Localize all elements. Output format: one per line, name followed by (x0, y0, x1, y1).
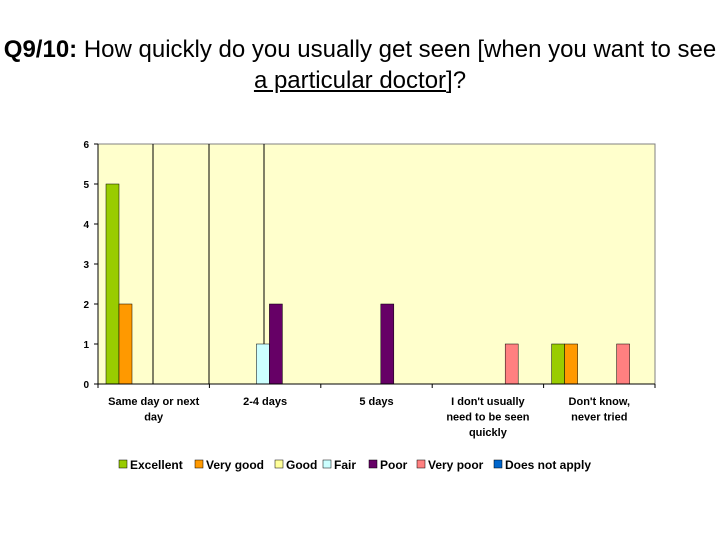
legend-swatch (118, 459, 128, 469)
legend-swatch (493, 459, 503, 469)
y-tick-label: 3 (83, 260, 89, 271)
bar (256, 343, 270, 385)
y-tick-label: 0 (83, 380, 89, 391)
legend-label: Fair (334, 458, 356, 472)
legend-label: Excellent (130, 458, 183, 472)
y-tick-label: 4 (83, 220, 89, 231)
legend-swatch (322, 459, 332, 469)
legend-label: Very poor (428, 458, 484, 472)
legend-label: Does not apply (505, 458, 591, 472)
chart-title: Q9/10: How quickly do you usually get se… (0, 34, 720, 96)
title-prefix: Q9/10: (3, 36, 78, 63)
x-tick-label: 2-4 days (243, 396, 287, 408)
y-tick-label: 2 (83, 300, 89, 311)
bar (504, 343, 519, 385)
legend-swatch (274, 459, 284, 469)
bar (380, 303, 395, 385)
legend-label: Good (286, 458, 317, 472)
y-tick-label: 1 (83, 340, 89, 351)
title-part2: ]? (446, 67, 467, 94)
x-tick-label: Same day or next day (108, 396, 199, 424)
legend-label: Poor (380, 458, 408, 472)
legend-swatch (416, 459, 426, 469)
bar (105, 183, 120, 385)
legend-swatch (368, 459, 378, 469)
title-underlined: a particular doctor (253, 67, 447, 94)
y-tick-label: 5 (83, 180, 89, 191)
legend-swatch (194, 459, 204, 469)
bar (269, 303, 283, 385)
bar (551, 343, 565, 385)
x-tick-label: I don't usually need to be seen quickly (446, 396, 529, 439)
legend-label: Very good (206, 458, 264, 472)
bar (118, 303, 133, 385)
x-tick-label: Don't know, never tried (569, 396, 630, 424)
bar (616, 343, 630, 385)
x-tick-label: 5 days (359, 396, 393, 408)
y-tick-label: 6 (83, 140, 89, 151)
bar (564, 343, 578, 385)
title-part1: How quickly do you usually get seen [whe… (77, 36, 717, 63)
